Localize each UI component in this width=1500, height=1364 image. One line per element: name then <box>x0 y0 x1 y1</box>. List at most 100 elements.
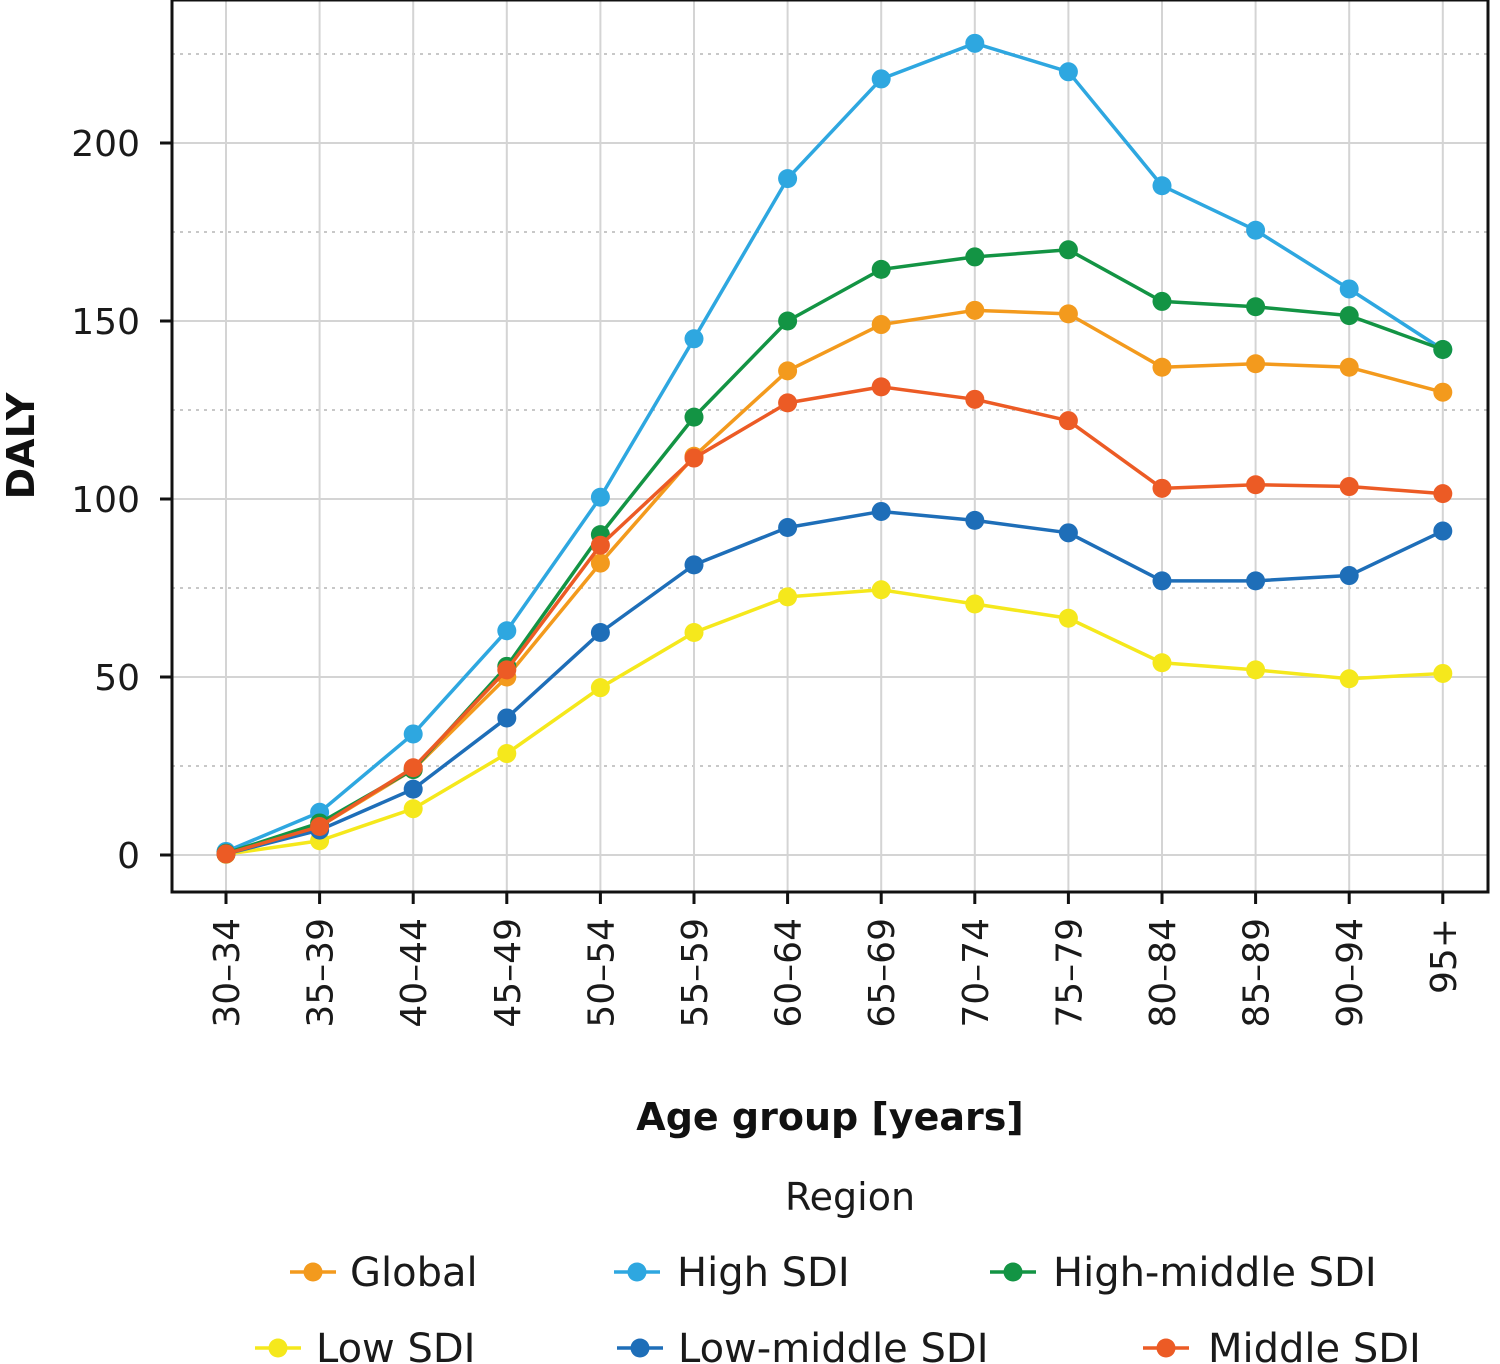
data-point-middle-sdi <box>590 535 610 555</box>
x-tick-label: 65–69 <box>862 918 903 1028</box>
x-tick-label: 75–79 <box>1049 918 1090 1028</box>
y-axis-ticks: 0 50 100 150 200 <box>71 124 172 877</box>
data-point-high-sdi <box>1152 176 1172 196</box>
legend: Global High SDI High-middle SDI Low SDI Low-… <box>255 1250 1421 1364</box>
data-point-high-middle-sdi <box>1339 306 1359 326</box>
series-line-low-sdi <box>225 588 1443 857</box>
y-tick-label: 200 <box>71 124 140 165</box>
x-tick-label: 80–84 <box>1143 918 1184 1028</box>
data-point-high-sdi <box>965 33 985 53</box>
data-point-low-middle-sdi <box>403 779 423 799</box>
x-tick-label: 90–94 <box>1330 918 1371 1028</box>
legend-label: Low SDI <box>316 1326 475 1364</box>
x-axis-title: Age group [years] <box>636 1095 1023 1139</box>
data-point-low-sdi <box>871 580 891 600</box>
data-point-high-sdi <box>1058 62 1078 82</box>
series-line-low-middle-sdi <box>225 509 1444 856</box>
data-point-middle-sdi <box>1058 411 1078 431</box>
data-point-low-sdi <box>1339 669 1359 689</box>
x-tick-label: 95+ <box>1424 918 1465 994</box>
data-point-low-sdi <box>590 678 610 698</box>
data-point-low-middle-sdi <box>965 510 985 530</box>
legend-item-global: Global <box>290 1250 478 1296</box>
data-point-middle-sdi <box>778 393 798 413</box>
data-point-middle-sdi <box>216 844 236 864</box>
data-point-low-sdi <box>1058 608 1078 628</box>
data-point-global <box>965 300 985 320</box>
data-point-high-sdi <box>1246 220 1266 240</box>
data-point-high-sdi <box>497 621 517 641</box>
y-axis-title: DALY <box>0 392 43 499</box>
data-point-high-middle-sdi <box>871 259 891 279</box>
legend-dot-marker <box>303 1262 323 1282</box>
data-point-global <box>871 315 891 335</box>
data-point-middle-sdi <box>497 660 517 680</box>
data-point-high-middle-sdi <box>1152 291 1172 311</box>
data-point-middle-sdi <box>1433 484 1453 504</box>
plot-frame <box>170 0 1490 894</box>
data-point-high-middle-sdi <box>684 407 704 427</box>
series-line-high-sdi <box>225 41 1444 854</box>
x-tick-label: 30–34 <box>207 918 248 1028</box>
data-point-middle-sdi <box>965 389 985 409</box>
x-tick-label: 85–89 <box>1237 918 1278 1028</box>
data-point-low-sdi <box>1433 663 1453 683</box>
data-point-global <box>1058 304 1078 324</box>
legend-item-low-sdi: Low SDI <box>255 1326 475 1364</box>
data-point-low-middle-sdi <box>778 517 798 537</box>
x-tick-label: 50–54 <box>581 918 622 1028</box>
data-point-low-sdi <box>497 744 517 764</box>
data-point-low-middle-sdi <box>1246 571 1266 591</box>
data-point-middle-sdi <box>310 817 330 837</box>
data-point-high-middle-sdi <box>1246 297 1266 317</box>
x-tick-label: 35–39 <box>301 918 342 1028</box>
data-point-global <box>778 361 798 381</box>
x-tick-label: 55–59 <box>675 918 716 1028</box>
legend-label: High SDI <box>677 1250 850 1296</box>
data-point-global <box>1339 357 1359 377</box>
legend-dot-marker <box>1003 1262 1023 1282</box>
series-middle-sdi <box>216 377 1453 864</box>
data-point-low-sdi <box>778 587 798 607</box>
data-point-low-sdi <box>684 623 704 642</box>
x-tick-label: 40–44 <box>394 918 435 1028</box>
data-point-global <box>1152 357 1172 377</box>
legend-label: Global <box>350 1250 478 1296</box>
series-group <box>216 33 1453 864</box>
legend-item-middle-sdi: Middle SDI <box>1143 1326 1421 1364</box>
data-point-middle-sdi <box>871 377 891 397</box>
y-tick-label: 100 <box>71 480 140 521</box>
data-point-low-middle-sdi <box>1152 571 1172 591</box>
series-low-middle-sdi <box>216 501 1453 864</box>
y-tick-label: 50 <box>94 658 140 699</box>
data-point-global <box>1433 382 1453 402</box>
x-tick-label: 45–49 <box>488 918 529 1028</box>
data-point-low-sdi <box>1246 660 1266 680</box>
legend-item-high-middle-sdi: High-middle SDI <box>990 1250 1377 1296</box>
legend-dot-marker <box>268 1338 288 1358</box>
x-axis-ticks: 30–34 35–39 40–44 45–49 50–54 55–59 60–64 65–69… <box>207 892 1465 1028</box>
data-point-low-sdi <box>965 594 985 614</box>
data-point-low-middle-sdi <box>590 623 610 642</box>
y-tick-label: 0 <box>117 836 140 877</box>
data-point-high-sdi <box>778 169 798 189</box>
data-point-high-middle-sdi <box>778 311 798 331</box>
data-point-middle-sdi <box>403 758 423 778</box>
data-point-high-middle-sdi <box>1433 339 1453 359</box>
data-point-high-middle-sdi <box>965 247 985 267</box>
legend-item-low-middle-sdi: Low-middle SDI <box>617 1326 989 1364</box>
data-point-middle-sdi <box>1339 477 1359 497</box>
data-point-global <box>1246 354 1266 374</box>
x-tick-label: 60–64 <box>769 918 810 1028</box>
data-point-high-middle-sdi <box>1058 240 1078 260</box>
data-point-high-sdi <box>871 69 891 89</box>
data-point-middle-sdi <box>684 448 704 468</box>
legend-label: Middle SDI <box>1208 1326 1421 1364</box>
data-point-low-middle-sdi <box>1339 566 1359 586</box>
data-point-low-middle-sdi <box>1058 523 1078 543</box>
data-point-low-middle-sdi <box>684 555 704 575</box>
data-point-global <box>590 553 610 573</box>
legend-label: High-middle SDI <box>1053 1250 1377 1296</box>
series-high-middle-sdi <box>216 240 1453 863</box>
series-low-sdi <box>216 580 1453 864</box>
